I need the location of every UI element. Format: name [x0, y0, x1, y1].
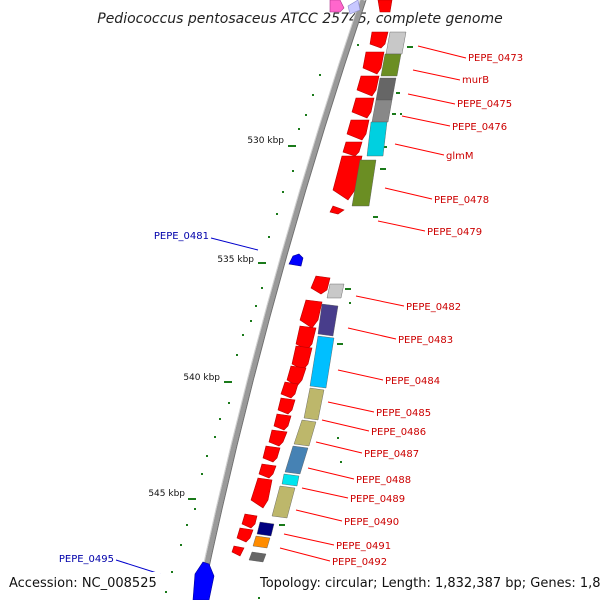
gene-label: murB: [462, 75, 489, 86]
gene-label: PEPE_0476: [452, 122, 507, 133]
gene-label: PEPE_0482: [406, 302, 461, 313]
gene-label: PEPE_0481: [154, 231, 209, 242]
forward-genes: [231, 0, 393, 557]
scale-label: 540 kbp: [183, 373, 220, 383]
scale-label: 535 kbp: [217, 255, 254, 265]
gene-label: PEPE_0485: [376, 408, 431, 419]
gene-label: PEPE_0488: [356, 475, 411, 486]
gene-label: glmM: [446, 151, 474, 162]
scale-labels: 530 kbp 535 kbp 540 kbp 545 kbp: [148, 136, 284, 499]
gene-label: PEPE_0479: [427, 227, 482, 238]
accession-text: Accession: NC_008525: [9, 576, 157, 591]
gene-label: PEPE_0495: [59, 554, 114, 565]
gene-label: PEPE_0491: [336, 541, 391, 552]
topology-backdrop: [255, 572, 600, 594]
gene-label: PEPE_0487: [364, 449, 419, 460]
gene-label: PEPE_0475: [457, 99, 512, 110]
gene-label: PEPE_0490: [344, 517, 399, 528]
gc-content-dots: [165, 44, 413, 599]
gene-label: PEPE_0484: [385, 376, 440, 387]
gene-label: PEPE_0492: [332, 557, 387, 568]
gene-label: PEPE_0483: [398, 335, 453, 346]
left-leader-lines: [115, 237, 259, 575]
cog-blocks: [248, 31, 407, 563]
scale-label: 545 kbp: [148, 489, 185, 499]
genome-backbone: [195, 0, 367, 600]
topology-text: Topology: circular; Length: 1,832,387 bp…: [259, 576, 600, 591]
gene-label: PEPE_0478: [434, 195, 489, 206]
left-gene-labels: PEPE_0481 PEPE_0495: [59, 231, 209, 565]
scale-label: 530 kbp: [247, 136, 284, 146]
map-title: Pediococcus pentosaceus ATCC 25745, comp…: [97, 11, 502, 27]
gene-label: PEPE_0486: [371, 427, 426, 438]
right-leader-lines: [279, 45, 467, 562]
right-gene-labels: PEPE_0473 murB PEPE_0475 PEPE_0476 glmM …: [332, 53, 523, 568]
gene-label: PEPE_0489: [350, 494, 405, 505]
pink-gene: [329, 0, 345, 13]
reverse-genes: [192, 253, 304, 600]
lavender-gene: [347, 0, 361, 15]
gene-label: PEPE_0473: [468, 53, 523, 64]
accession-backdrop: [0, 572, 160, 594]
